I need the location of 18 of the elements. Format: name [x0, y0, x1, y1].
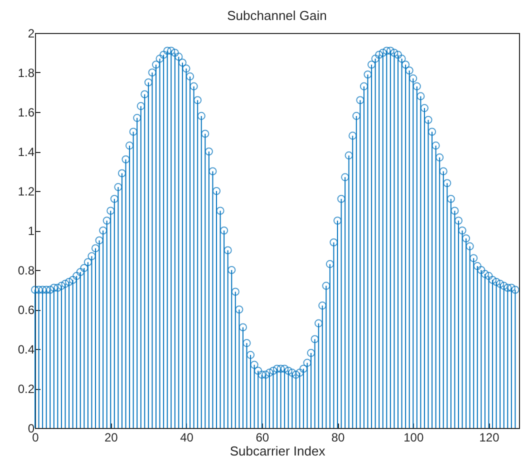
x-tick-label: 80 — [331, 430, 345, 444]
y-tick-label: 1.2 — [18, 184, 35, 198]
y-tick-label: 0.8 — [18, 264, 35, 278]
y-tick-label: 0.2 — [18, 382, 35, 396]
y-tick-label: 0.4 — [18, 342, 35, 356]
y-tick-label: 2 — [28, 26, 35, 40]
y-tick-label: 0.6 — [18, 303, 35, 317]
y-tick-label: 1.8 — [18, 66, 35, 80]
x-tick-label: 100 — [404, 430, 424, 444]
y-tick-label: 1.6 — [18, 106, 35, 120]
y-tick-label: 1 — [28, 224, 35, 238]
x-axis-title: Subcarrier Index — [230, 444, 326, 458]
x-tick-label: 40 — [180, 430, 194, 444]
x-tick-label: 20 — [104, 430, 118, 444]
x-tick-label: 60 — [256, 430, 270, 444]
x-tick-label: 120 — [479, 430, 500, 444]
y-tick-label: 1.4 — [18, 145, 35, 159]
chart-title: Subchannel Gain — [227, 8, 327, 23]
